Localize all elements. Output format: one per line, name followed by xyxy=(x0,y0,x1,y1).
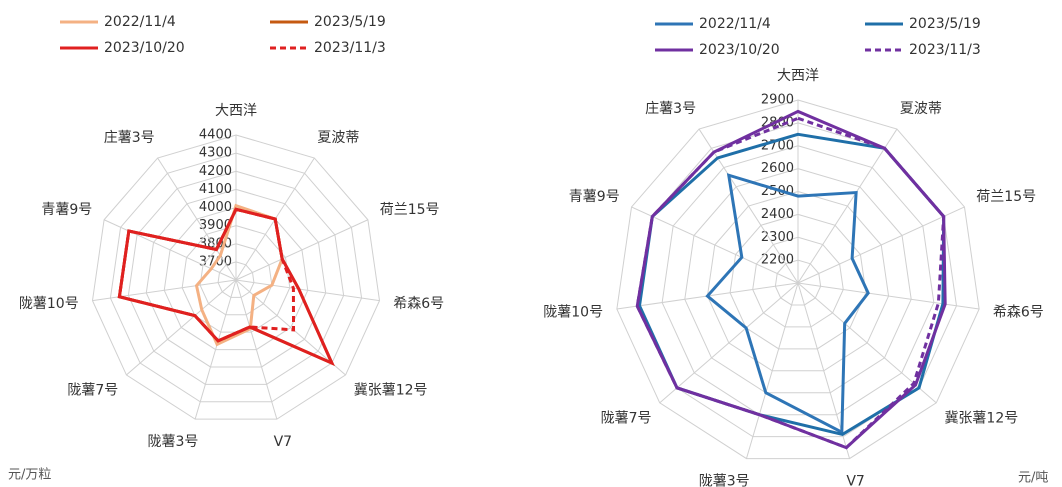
spoke xyxy=(797,128,898,284)
grid-ring xyxy=(91,134,381,420)
legend-label: 2023/11/3 xyxy=(909,42,981,58)
grid-ring xyxy=(752,236,844,328)
category-label: 冀张薯12号 xyxy=(354,383,428,399)
r-tick-label: 4100 xyxy=(199,182,232,197)
grid-ring xyxy=(109,152,363,403)
category-label: V7 xyxy=(274,434,292,450)
legend-label: 2023/11/3 xyxy=(314,40,386,56)
category-label: V7 xyxy=(846,474,864,487)
r-tick-label: 2900 xyxy=(761,93,794,108)
category-label: 陇薯10号 xyxy=(543,304,603,320)
r-tick-label: 3900 xyxy=(199,218,232,233)
spoke xyxy=(235,219,369,281)
category-label: 大西洋 xyxy=(215,103,257,119)
spoke xyxy=(235,279,380,302)
r-tick-label: 2600 xyxy=(761,161,794,176)
grid-ring xyxy=(199,243,273,316)
spoke xyxy=(631,206,799,284)
series-line xyxy=(705,173,870,435)
series-line xyxy=(635,116,946,450)
spoke xyxy=(797,282,980,310)
category-label: 陇薯3号 xyxy=(147,434,198,450)
category-label: 荷兰15号 xyxy=(976,189,1036,205)
spoke xyxy=(745,282,799,459)
category-label: 荷兰15号 xyxy=(380,202,440,218)
category-label: 青薯9号 xyxy=(569,189,620,205)
category-label: 陇薯7号 xyxy=(67,383,118,399)
category-label: 陇薯3号 xyxy=(699,474,750,487)
spoke xyxy=(92,279,237,302)
spoke xyxy=(157,157,237,281)
category-label: 青薯9号 xyxy=(41,202,92,218)
category-label: 大西洋 xyxy=(777,68,819,84)
spoke xyxy=(194,279,237,420)
category-label: 希森6号 xyxy=(393,296,444,312)
unit-label: 元/吨 xyxy=(1018,471,1048,486)
spoke xyxy=(698,128,799,284)
category-label: 陇薯7号 xyxy=(601,411,652,427)
r-tick-label: 2300 xyxy=(761,230,794,245)
category-label: 夏波蒂 xyxy=(900,101,942,117)
r-tick-label: 4200 xyxy=(199,164,232,179)
grid-ring xyxy=(661,145,935,416)
grid-ring xyxy=(217,261,255,298)
r-tick-label: 4000 xyxy=(199,200,232,215)
category-label: 庄薯3号 xyxy=(104,129,155,146)
category-label: 夏波蒂 xyxy=(317,130,359,146)
category-label: 陇薯10号 xyxy=(19,296,79,312)
spoke xyxy=(659,282,799,404)
unit-label: 元/万粒 xyxy=(8,468,51,483)
category-label: 冀张薯12号 xyxy=(944,411,1018,427)
spoke xyxy=(235,279,278,420)
legend-label: 2023/10/20 xyxy=(699,42,780,58)
spoke xyxy=(103,219,237,281)
legend-label: 2023/10/20 xyxy=(104,40,185,56)
grid-ring xyxy=(127,170,345,385)
grid-ring xyxy=(163,206,309,351)
grid-ring xyxy=(616,99,980,460)
spoke xyxy=(797,206,965,284)
series-line xyxy=(117,207,296,343)
category-label: 庄薯3号 xyxy=(645,100,696,117)
legend-label: 2022/11/4 xyxy=(104,14,176,30)
legend-label: 2023/5/19 xyxy=(909,16,981,32)
r-tick-label: 2200 xyxy=(761,253,794,268)
legend-label: 2022/11/4 xyxy=(699,16,771,32)
grid-ring xyxy=(684,168,912,394)
grid-ring xyxy=(706,190,890,372)
category-label: 希森6号 xyxy=(993,304,1044,320)
r-tick-label: 4300 xyxy=(199,146,232,161)
legend-label: 2023/5/19 xyxy=(314,14,386,30)
r-tick-label: 4400 xyxy=(199,128,232,143)
spoke xyxy=(126,279,237,376)
r-tick-label: 2400 xyxy=(761,207,794,222)
grid-ring xyxy=(774,259,822,306)
